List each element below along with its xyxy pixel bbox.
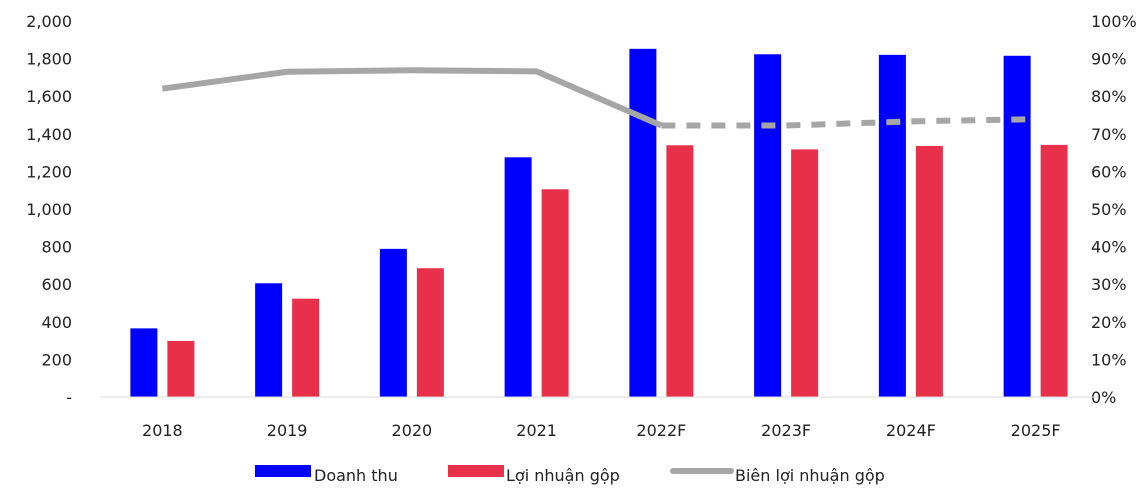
- revenue-bar: [130, 328, 158, 397]
- left-axis-tick-label: 400: [41, 313, 72, 332]
- x-axis-tick-label: 2021: [516, 421, 557, 440]
- left-axis-tick-label: 600: [41, 275, 72, 294]
- left-axis-tick-label: 2,000: [26, 12, 72, 31]
- left-axis-tick-label: 200: [41, 350, 72, 369]
- legend-item-revenue: Doanh thu: [255, 465, 398, 485]
- margin-line-actual: [161, 67, 663, 129]
- revenue-bar: [754, 54, 782, 397]
- legend-label: Doanh thu: [314, 466, 398, 485]
- gross-profit-bar: [1040, 144, 1068, 397]
- left-axis-tick-label: 1,800: [26, 50, 72, 69]
- right-axis-tick-label: 30%: [1091, 275, 1127, 294]
- left-axis-tick-label: 1,600: [26, 87, 72, 106]
- gross-profit-bar: [292, 298, 320, 397]
- right-axis-tick-label: 70%: [1091, 125, 1127, 144]
- revenue-bar: [629, 48, 657, 397]
- left-axis: - 200 400 600 800 1,000 1,200 1,400 1,600 1,800 2,…: [26, 12, 72, 407]
- right-axis-tick-label: 90%: [1091, 50, 1127, 69]
- left-axis-tick-label: 1,000: [26, 200, 72, 219]
- margin-line-forecast: [661, 116, 1036, 129]
- x-axis-tick-label: 2023F: [761, 421, 811, 440]
- left-axis-tick-label: 1,400: [26, 125, 72, 144]
- gross-profit-bar: [541, 189, 569, 397]
- revenue-bar: [255, 283, 283, 397]
- right-axis-tick-label: 80%: [1091, 87, 1127, 106]
- x-axis-tick-label: 2020: [392, 421, 433, 440]
- margin-line-series: [161, 67, 1036, 129]
- gross-profit-bar: [416, 268, 444, 397]
- bar-series-group: [130, 48, 1068, 398]
- legend-item-gross-margin: Biên lợi nhuận gộp: [670, 466, 885, 485]
- x-axis-tick-label: 2019: [267, 421, 308, 440]
- left-axis-tick-label: -: [66, 388, 72, 407]
- gross-profit-bar: [167, 340, 195, 397]
- gross-profit-bar: [791, 149, 819, 397]
- revenue-bar: [878, 54, 906, 398]
- legend: Doanh thu Lợi nhuận gộp Biên lợi nhuận gộp: [255, 465, 885, 485]
- gross-profit-bar: [666, 145, 694, 397]
- left-axis-tick-label: 1,200: [26, 162, 72, 181]
- legend-swatch: [448, 465, 504, 477]
- left-axis-tick-label: 800: [41, 238, 72, 257]
- revenue-bar: [1003, 55, 1031, 397]
- legend-label: Lợi nhuận gộp: [506, 466, 620, 485]
- x-axis-tick-label: 2022F: [636, 421, 686, 440]
- right-axis-tick-label: 20%: [1091, 313, 1127, 332]
- right-axis-tick-label: 60%: [1091, 162, 1127, 181]
- legend-item-gross-profit: Lợi nhuận gộp: [448, 465, 620, 485]
- right-axis-tick-label: 100%: [1091, 12, 1137, 31]
- right-axis-tick-label: 10%: [1091, 350, 1127, 369]
- legend-swatch: [255, 465, 311, 477]
- right-axis-tick-label: 50%: [1091, 200, 1127, 219]
- legend-label: Biên lợi nhuận gộp: [735, 466, 885, 485]
- x-axis-labels: 2018 2019 2020 2021 2022F 2023F 2024F 2025F: [142, 421, 1061, 440]
- gross-profit-bar: [915, 146, 943, 397]
- right-axis: 0% 10% 20% 30% 40% 50% 60% 70% 80% 90% 100%: [1091, 12, 1137, 407]
- revenue-bar: [379, 248, 407, 397]
- right-axis-tick-label: 40%: [1091, 238, 1127, 257]
- x-axis-tick-label: 2018: [142, 421, 183, 440]
- right-axis-tick-label: 0%: [1091, 388, 1116, 407]
- x-axis-tick-label: 2024F: [886, 421, 936, 440]
- revenue-bar: [504, 157, 532, 397]
- x-axis-tick-label: 2025F: [1011, 421, 1061, 440]
